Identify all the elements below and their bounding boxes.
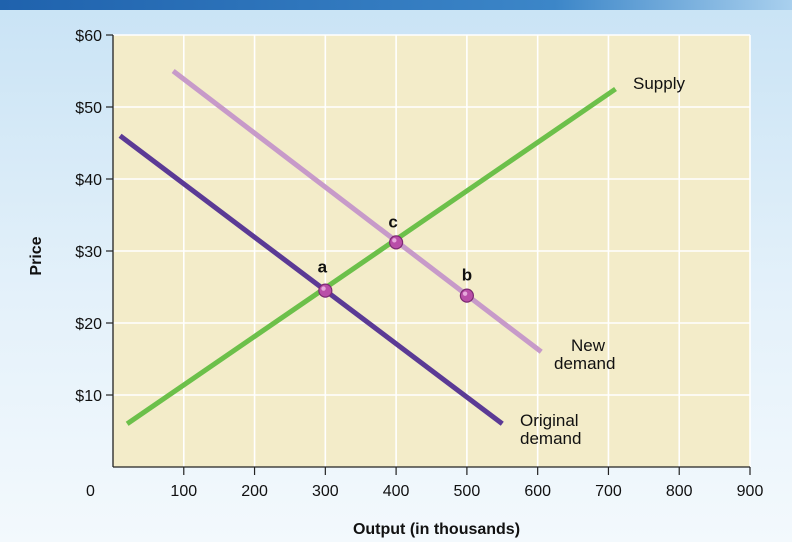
top-accent-band xyxy=(0,0,792,10)
original-demand-label-line: Original xyxy=(520,411,579,430)
y-tick-label: $40 xyxy=(75,172,102,189)
x-tick-label: 200 xyxy=(241,483,268,500)
x-tick-label: 500 xyxy=(454,483,481,500)
new-demand-line xyxy=(171,69,543,354)
supply-line xyxy=(125,86,617,426)
y-tick-label: $60 xyxy=(75,28,102,45)
tick-labels: 100 200 300 400 500 600 700 800 900 $10 $20 $30 $40 $… xyxy=(75,28,763,500)
x-tick-label: 300 xyxy=(312,483,339,500)
new-demand-label-line: demand xyxy=(554,354,615,373)
y-tick-label: $50 xyxy=(75,100,102,117)
point-c-highlight xyxy=(392,238,397,243)
original-demand-label: Original demand xyxy=(520,411,581,448)
x-tick-label: 100 xyxy=(170,483,197,500)
new-demand-label-line: New xyxy=(571,336,606,355)
point-b-label: b xyxy=(462,266,472,285)
y-axis-title: Price xyxy=(28,236,45,275)
point-a-label: a xyxy=(318,258,328,277)
x-tick-label: 700 xyxy=(595,483,622,500)
x-axis-title: Output (in thousands) xyxy=(353,521,520,538)
equilibrium-points: a c b xyxy=(318,212,474,303)
point-c-marker xyxy=(389,235,404,250)
y-tick-label: $30 xyxy=(75,244,102,261)
x-tick-label: 900 xyxy=(737,483,764,500)
x-tick-label: 400 xyxy=(383,483,410,500)
origin-label: 0 xyxy=(86,483,95,500)
original-demand-label-line: demand xyxy=(520,429,581,448)
point-b-highlight xyxy=(462,291,468,296)
y-tick-label: $10 xyxy=(75,388,102,405)
supply-label: Supply xyxy=(633,74,685,93)
x-tick-label: 600 xyxy=(524,483,551,500)
point-c-label: c xyxy=(388,212,397,231)
point-a-marker xyxy=(318,283,333,298)
x-tick-label: 800 xyxy=(666,483,693,500)
new-demand-label: New demand xyxy=(554,336,615,373)
y-tick-label: $20 xyxy=(75,316,102,333)
point-a-highlight xyxy=(321,286,326,291)
original-demand-line xyxy=(118,133,504,426)
series-lines xyxy=(118,69,617,426)
point-b-marker xyxy=(459,288,474,303)
supply-label-line: Supply xyxy=(633,74,685,93)
